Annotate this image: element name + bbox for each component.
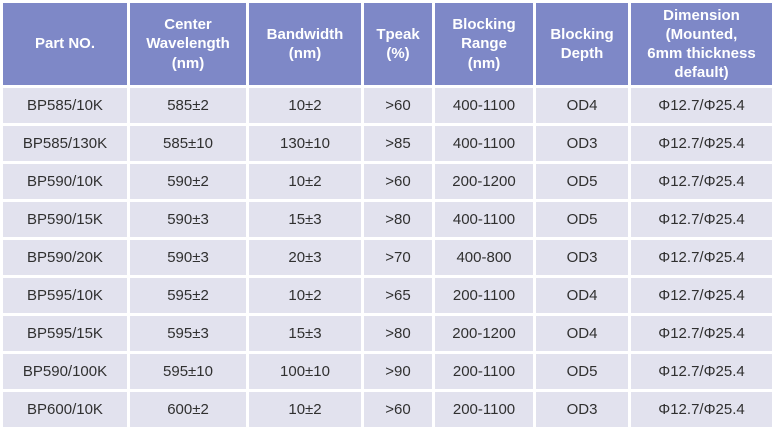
cell-dimension: Φ12.7/Φ25.4 <box>631 354 772 389</box>
table-row: BP600/10K 600±2 10±2 >60 200-1100 OD3 Φ1… <box>3 392 772 427</box>
cell-part-no: BP585/10K <box>3 88 127 123</box>
cell-center-wavelength: 585±2 <box>130 88 246 123</box>
cell-tpeak: >60 <box>364 88 432 123</box>
cell-blocking-range: 200-1100 <box>435 278 533 313</box>
cell-blocking-range: 200-1100 <box>435 392 533 427</box>
cell-center-wavelength: 590±2 <box>130 164 246 199</box>
cell-tpeak: >65 <box>364 278 432 313</box>
cell-center-wavelength: 590±3 <box>130 240 246 275</box>
cell-part-no: BP600/10K <box>3 392 127 427</box>
cell-center-wavelength: 595±2 <box>130 278 246 313</box>
column-header-blocking-range: Blocking Range (nm) <box>435 3 533 85</box>
cell-bandwidth: 15±3 <box>249 202 361 237</box>
cell-blocking-range: 400-1100 <box>435 202 533 237</box>
table-row: BP590/10K 590±2 10±2 >60 200-1200 OD5 Φ1… <box>3 164 772 199</box>
cell-tpeak: >85 <box>364 126 432 161</box>
cell-dimension: Φ12.7/Φ25.4 <box>631 164 772 199</box>
cell-blocking-range: 200-1200 <box>435 164 533 199</box>
cell-blocking-depth: OD3 <box>536 392 628 427</box>
cell-blocking-depth: OD3 <box>536 126 628 161</box>
table-row: BP590/100K 595±10 100±10 >90 200-1100 OD… <box>3 354 772 389</box>
cell-blocking-depth: OD3 <box>536 240 628 275</box>
cell-bandwidth: 100±10 <box>249 354 361 389</box>
cell-tpeak: >90 <box>364 354 432 389</box>
table-row: BP585/10K 585±2 10±2 >60 400-1100 OD4 Φ1… <box>3 88 772 123</box>
column-header-center-wavelength: Center Wavelength (nm) <box>130 3 246 85</box>
column-header-part-no: Part NO. <box>3 3 127 85</box>
cell-blocking-range: 400-1100 <box>435 88 533 123</box>
table-row: BP585/130K 585±10 130±10 >85 400-1100 OD… <box>3 126 772 161</box>
cell-bandwidth: 10±2 <box>249 88 361 123</box>
cell-tpeak: >80 <box>364 202 432 237</box>
column-header-tpeak: Tpeak (%) <box>364 3 432 85</box>
cell-part-no: BP590/10K <box>3 164 127 199</box>
cell-dimension: Φ12.7/Φ25.4 <box>631 278 772 313</box>
cell-bandwidth: 10±2 <box>249 278 361 313</box>
table-body: BP585/10K 585±2 10±2 >60 400-1100 OD4 Φ1… <box>3 88 772 427</box>
cell-blocking-range: 200-1200 <box>435 316 533 351</box>
cell-dimension: Φ12.7/Φ25.4 <box>631 88 772 123</box>
cell-center-wavelength: 595±10 <box>130 354 246 389</box>
column-header-dimension: Dimension (Mounted, 6mm thickness defaul… <box>631 3 772 85</box>
cell-blocking-range: 400-800 <box>435 240 533 275</box>
table-row: BP595/10K 595±2 10±2 >65 200-1100 OD4 Φ1… <box>3 278 772 313</box>
cell-part-no: BP590/15K <box>3 202 127 237</box>
cell-center-wavelength: 585±10 <box>130 126 246 161</box>
column-header-bandwidth: Bandwidth (nm) <box>249 3 361 85</box>
cell-bandwidth: 130±10 <box>249 126 361 161</box>
table-header-row: Part NO. Center Wavelength (nm) Bandwidt… <box>3 3 772 85</box>
cell-part-no: BP590/20K <box>3 240 127 275</box>
cell-part-no: BP595/10K <box>3 278 127 313</box>
column-header-blocking-depth: Blocking Depth <box>536 3 628 85</box>
cell-dimension: Φ12.7/Φ25.4 <box>631 316 772 351</box>
cell-dimension: Φ12.7/Φ25.4 <box>631 240 772 275</box>
cell-blocking-depth: OD5 <box>536 202 628 237</box>
cell-part-no: BP595/15K <box>3 316 127 351</box>
cell-blocking-range: 200-1100 <box>435 354 533 389</box>
cell-dimension: Φ12.7/Φ25.4 <box>631 202 772 237</box>
cell-dimension: Φ12.7/Φ25.4 <box>631 126 772 161</box>
cell-center-wavelength: 600±2 <box>130 392 246 427</box>
cell-bandwidth: 10±2 <box>249 164 361 199</box>
cell-center-wavelength: 595±3 <box>130 316 246 351</box>
cell-center-wavelength: 590±3 <box>130 202 246 237</box>
cell-blocking-depth: OD4 <box>536 316 628 351</box>
cell-blocking-range: 400-1100 <box>435 126 533 161</box>
cell-bandwidth: 10±2 <box>249 392 361 427</box>
table-row: BP590/15K 590±3 15±3 >80 400-1100 OD5 Φ1… <box>3 202 772 237</box>
cell-part-no: BP585/130K <box>3 126 127 161</box>
cell-tpeak: >70 <box>364 240 432 275</box>
cell-blocking-depth: OD4 <box>536 278 628 313</box>
table-row: BP590/20K 590±3 20±3 >70 400-800 OD3 Φ12… <box>3 240 772 275</box>
cell-blocking-depth: OD5 <box>536 354 628 389</box>
cell-blocking-depth: OD5 <box>536 164 628 199</box>
cell-bandwidth: 20±3 <box>249 240 361 275</box>
cell-tpeak: >60 <box>364 392 432 427</box>
cell-tpeak: >80 <box>364 316 432 351</box>
cell-tpeak: >60 <box>364 164 432 199</box>
cell-part-no: BP590/100K <box>3 354 127 389</box>
table-row: BP595/15K 595±3 15±3 >80 200-1200 OD4 Φ1… <box>3 316 772 351</box>
cell-dimension: Φ12.7/Φ25.4 <box>631 392 772 427</box>
cell-bandwidth: 15±3 <box>249 316 361 351</box>
cell-blocking-depth: OD4 <box>536 88 628 123</box>
